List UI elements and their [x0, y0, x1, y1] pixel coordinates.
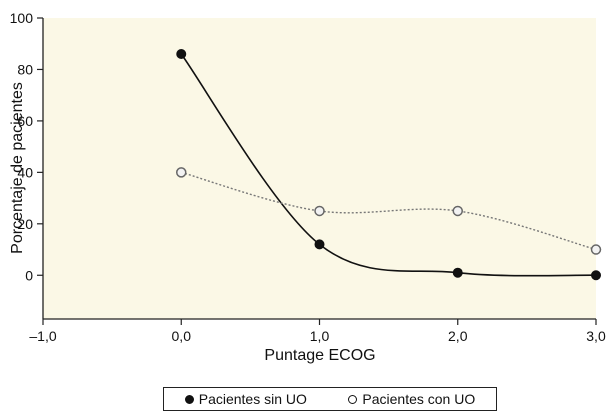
line-chart: 0 20 40 60 80 100 –1,0 0,0 1,0 2,0 3,0 Puntage EC… [9, 10, 606, 364]
data-point-1 [452, 205, 463, 217]
plot-background [43, 18, 596, 319]
x-tick-label: 0,0 [172, 328, 192, 344]
x-tick-label: 1,0 [310, 328, 330, 344]
y-tick-label: 100 [10, 10, 34, 26]
legend-label-con-uo: Pacientes con UO [362, 391, 476, 407]
data-point-1 [176, 167, 187, 178]
legend-label-sin-uo: Pacientes sin UO [198, 391, 307, 407]
series-line-0 [180, 53, 597, 277]
series-lines [180, 53, 597, 277]
data-point-0 [591, 270, 601, 281]
x-tick-label: 3,0 [586, 328, 606, 344]
x-tick-label: –1,0 [29, 328, 56, 344]
data-point-0 [452, 267, 463, 278]
series-points [176, 49, 602, 281]
axes [37, 17, 597, 325]
data-point-0 [176, 49, 187, 60]
y-tick-label: 60 [17, 113, 33, 129]
open-circle-icon [348, 394, 358, 404]
y-tick-label: 0 [25, 267, 33, 283]
legend-item-sin-uo: Pacientes sin UO [184, 391, 307, 407]
y-axis-title: Porcentaje de pacientes [9, 82, 26, 254]
data-point-1 [590, 244, 602, 255]
legend: Pacientes sin UO Pacientes con UO [163, 387, 497, 411]
series-line-1 [181, 171, 597, 251]
data-point-1 [314, 205, 325, 217]
filled-circle-icon [184, 394, 194, 404]
x-axis-title: Puntage ECOG [264, 347, 375, 364]
x-tick-labels: –1,0 0,0 1,0 2,0 3,0 [29, 328, 606, 344]
y-tick-labels: 0 20 40 60 80 100 [10, 10, 34, 283]
data-point-0 [314, 239, 325, 250]
y-tick-label: 20 [17, 216, 33, 232]
y-tick-label: 40 [17, 164, 33, 180]
x-tick-label: 2,0 [448, 328, 468, 344]
y-tick-label: 80 [17, 61, 33, 77]
legend-item-con-uo: Pacientes con UO [348, 391, 475, 407]
